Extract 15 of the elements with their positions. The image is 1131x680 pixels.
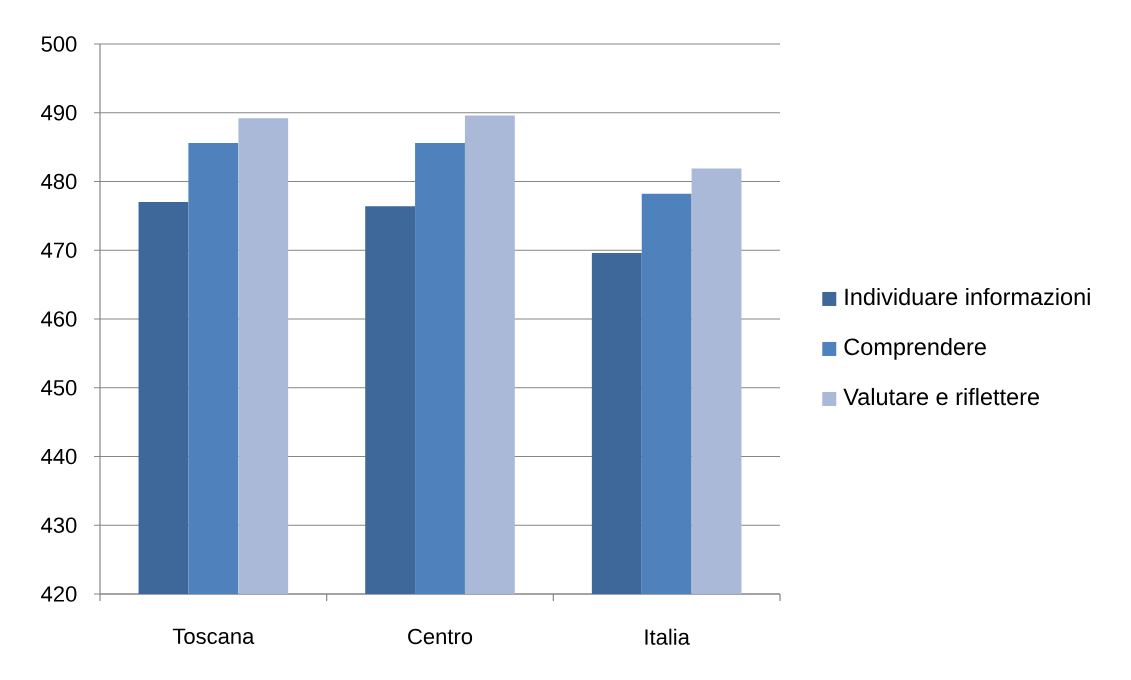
x-tick-label: Toscana [172,628,255,645]
legend-label: Comprendere [844,337,986,360]
y-tick-label: 460 [41,311,77,327]
y-tick-label: 450 [41,379,77,396]
y-tick-label: 480 [41,173,77,190]
y-tick-label: 490 [41,104,77,121]
y-tick-label: 470 [41,242,77,259]
x-tick-label: Centro [408,628,473,645]
x-tick-label: Italia [645,628,690,645]
legend-label: Valutare e riflettere [843,387,1039,406]
y-tick-label: 500 [41,36,77,52]
y-tick-label: 420 [41,586,77,602]
legend-label: Individuare informazioni [845,287,1090,306]
y-tick-label: 440 [41,448,77,465]
y-tick-label: 430 [41,517,77,534]
